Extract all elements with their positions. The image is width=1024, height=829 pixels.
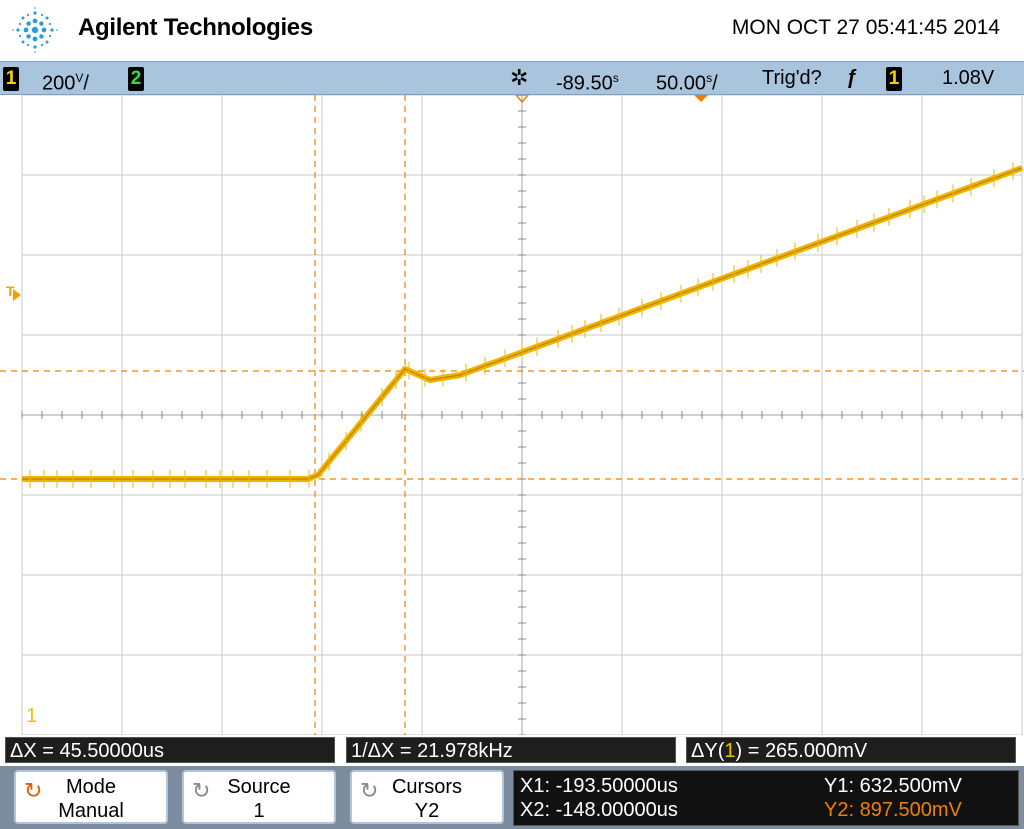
cursors-softkey-title: Cursors (391, 776, 462, 798)
delta-y-prefix: ΔY( (691, 740, 725, 762)
delay-marker-icon (515, 95, 529, 104)
time-scale-unit: s (706, 71, 713, 85)
waveform-trace-core (22, 167, 1023, 480)
waveform-display[interactable]: T 1 (0, 95, 1024, 735)
source-softkey-title: Source (227, 776, 291, 798)
rotate-icon: ↻ (24, 778, 43, 803)
channel-2-indicator[interactable]: 2 (128, 65, 144, 91)
channel-1-ground-marker: 1 (26, 705, 38, 727)
softkey-bar: ↻ Mode Manual ↻ Source 1 ↻ Cursors Y2 X1… (0, 766, 1024, 829)
ch1-scale-unit: V (75, 71, 84, 85)
channel-1-scale[interactable]: 200V/ (42, 65, 89, 95)
sun-icon: ✲ (510, 65, 529, 90)
ch1-scale-value: 200 (42, 72, 76, 95)
trigger-position-marker-icon (694, 95, 708, 102)
source-softkey[interactable]: ↻ Source 1 (182, 770, 336, 824)
mode-softkey[interactable]: ↻ Mode Manual (14, 770, 168, 824)
time-delay[interactable]: -89.50s (556, 65, 619, 95)
trigger-channel-label: 1 (886, 67, 902, 91)
delta-y-readout: ΔY(1) = 265.000mV (686, 737, 1016, 763)
mode-softkey-title: Mode (65, 776, 117, 798)
cursor-y1-value: Y1: 632.500mV (824, 775, 962, 797)
rotate-icon: ↻ (360, 778, 379, 803)
delta-y-channel: 1 (724, 740, 736, 762)
time-scale[interactable]: 50.00s/ (656, 65, 718, 95)
ch1-scale-suffix: / (83, 72, 89, 95)
mode-softkey-value: Manual (58, 800, 124, 822)
time-scale-value: 50.00 (656, 72, 707, 95)
delta-y-value: ) = 265.000mV (735, 740, 868, 762)
channel-2-label: 2 (128, 67, 144, 91)
trigger-level[interactable]: 1.08V (942, 67, 995, 89)
cursors-softkey[interactable]: ↻ Cursors Y2 (350, 770, 504, 824)
source-softkey-value: 1 (253, 800, 265, 822)
channel-1-label: 1 (3, 67, 19, 91)
trigger-slope-icon[interactable]: ƒ (846, 67, 858, 89)
graticule (0, 95, 1024, 735)
cursor-y2-value: Y2: 897.500mV (824, 799, 962, 821)
delta-x-readout: ΔX = 45.50000us (5, 737, 335, 763)
time-scale-suffix: / (712, 72, 718, 95)
time-delay-value: -89.50 (556, 72, 613, 95)
cursors-softkey-value: Y2 (414, 800, 440, 822)
brand-name: Agilent Technologies (78, 14, 313, 41)
date-time: MON OCT 27 05:41:45 2014 (731, 16, 1000, 39)
header-bar: Agilent Technologies MON OCT 27 05:41:45… (0, 0, 1024, 60)
trigger-status: Trig'd? (762, 67, 822, 89)
status-bar: 1 200V/ 2 ✲ -89.50s 50.00s/ Trig'd? ƒ 1 … (0, 61, 1024, 95)
grid-lines (21, 95, 1023, 735)
rotate-icon: ↻ (192, 778, 211, 803)
cursor-x1-value: X1: -193.50000us (520, 775, 678, 797)
trigger-level-marker: T (6, 283, 15, 299)
trigger-level-marker-icon (13, 289, 21, 301)
channel-1-indicator[interactable]: 1 (3, 65, 19, 91)
agilent-logo-icon (12, 7, 58, 53)
cursor-x2-value: X2: -148.00000us (520, 799, 678, 821)
inverse-delta-x-readout: 1/ΔX = 21.978kHz (346, 737, 676, 763)
trigger-channel-indicator[interactable]: 1 (886, 65, 902, 91)
time-delay-unit: s (612, 71, 619, 85)
cursor-readout-panel: X1: -193.50000us X2: -148.00000us Y1: 63… (513, 770, 1019, 826)
channel-1-waveform (22, 162, 1024, 488)
